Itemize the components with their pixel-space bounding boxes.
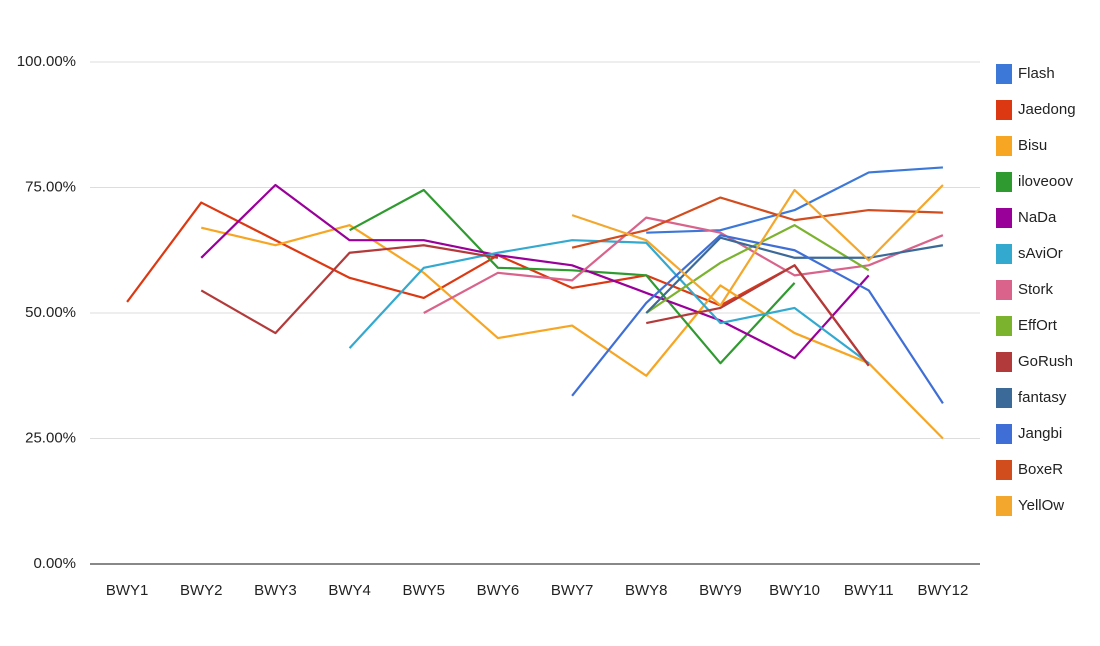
series-line: [200, 244, 870, 367]
legend-label: Bisu: [1018, 137, 1047, 154]
x-tick-label: BWY2: [180, 582, 223, 599]
x-tick-label: BWY7: [551, 582, 594, 599]
legend-swatch: [996, 496, 1012, 516]
legend-swatch: [996, 352, 1012, 372]
x-tick-label: BWY5: [402, 582, 445, 599]
legend-label: NaDa: [1018, 209, 1057, 226]
series-line: [571, 234, 944, 404]
legend-swatch: [996, 280, 1012, 300]
y-tick-label: 25.00%: [25, 429, 76, 446]
legend-label: fantasy: [1018, 389, 1067, 406]
legend-swatch: [996, 64, 1012, 84]
legend-swatch: [996, 316, 1012, 336]
legend-swatch: [996, 244, 1012, 264]
x-tick-label: BWY6: [477, 582, 520, 599]
series-line: [200, 224, 944, 440]
legend-label: BoxeR: [1018, 461, 1063, 478]
legend-swatch: [996, 208, 1012, 228]
legend-label: Jaedong: [1018, 101, 1076, 118]
legend-swatch: [996, 136, 1012, 156]
y-tick-label: 100.00%: [17, 53, 76, 70]
legend-swatch: [996, 388, 1012, 408]
series-line: [571, 196, 943, 249]
x-tick-label: BWY3: [254, 582, 297, 599]
x-tick-label: BWY8: [625, 582, 668, 599]
legend-label: sAviOr: [1018, 245, 1063, 262]
series-line: [645, 224, 870, 314]
legend-swatch: [996, 100, 1012, 120]
series-line: [126, 201, 870, 367]
series-line: [645, 236, 944, 314]
legend-swatch: [996, 424, 1012, 444]
legend-swatch: [996, 172, 1012, 192]
y-tick-label: 75.00%: [25, 178, 76, 195]
series-line: [200, 183, 870, 360]
legend-label: EffOrt: [1018, 317, 1058, 334]
x-tick-label: BWY11: [844, 582, 894, 599]
series-line: [571, 184, 944, 307]
legend-label: iloveoov: [1018, 173, 1074, 190]
x-tick-label: BWY12: [917, 582, 968, 599]
series-line: [348, 239, 870, 365]
legend-swatch: [996, 460, 1012, 480]
x-tick-label: BWY1: [106, 582, 149, 599]
x-tick-label: BWY9: [699, 582, 742, 599]
x-tick-label: BWY4: [328, 582, 371, 599]
y-tick-label: 50.00%: [25, 304, 76, 321]
legend-label: Flash: [1018, 65, 1055, 82]
series-line: [423, 216, 944, 314]
x-tick-label: BWY10: [769, 582, 820, 599]
legend-label: GoRush: [1018, 353, 1073, 370]
legend-label: Stork: [1018, 281, 1054, 298]
legend-label: Jangbi: [1018, 425, 1062, 442]
y-tick-label: 0.00%: [33, 555, 76, 572]
series-line: [349, 188, 796, 365]
legend-label: YellOw: [1018, 497, 1064, 514]
series-line: [646, 166, 943, 234]
